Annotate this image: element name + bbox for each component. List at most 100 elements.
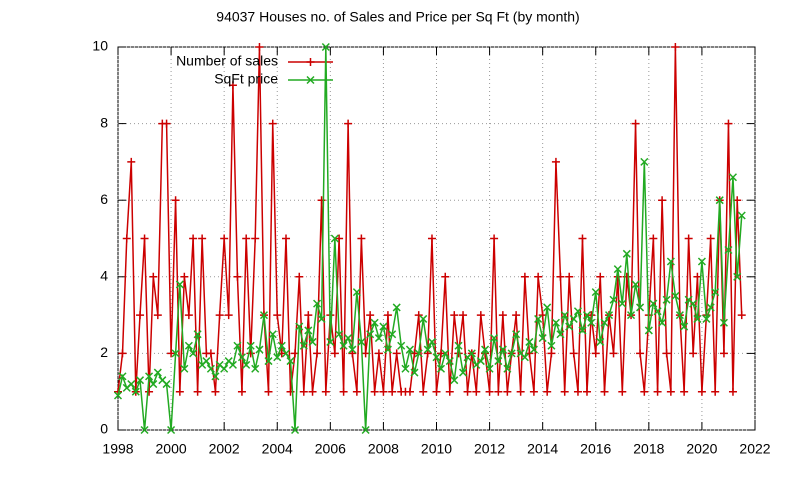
point [206, 364, 215, 373]
x-tick-label: 2006 [315, 441, 346, 457]
point [529, 345, 538, 354]
point [397, 341, 406, 350]
point [255, 345, 264, 354]
point [291, 425, 300, 435]
point [344, 119, 353, 128]
point [662, 349, 671, 358]
point [215, 311, 224, 320]
point [295, 322, 304, 331]
point [658, 196, 667, 205]
point [467, 349, 476, 358]
point [264, 357, 273, 366]
point [715, 196, 724, 205]
point [684, 234, 693, 243]
point [556, 330, 565, 339]
point [388, 330, 397, 339]
point [259, 311, 269, 320]
point [175, 387, 184, 396]
point [737, 211, 746, 220]
point [636, 303, 645, 312]
point [653, 387, 662, 396]
point [565, 272, 574, 281]
point [631, 280, 640, 289]
point [578, 326, 587, 335]
point [463, 387, 472, 396]
point [401, 364, 410, 373]
point [282, 234, 291, 243]
point [246, 349, 255, 358]
point [383, 311, 392, 320]
point [321, 387, 330, 396]
point [498, 311, 507, 320]
point [543, 387, 552, 396]
point [609, 295, 618, 304]
point [737, 311, 746, 320]
point [578, 234, 587, 243]
point [560, 311, 569, 320]
point [441, 349, 450, 358]
point [228, 360, 237, 369]
point [689, 299, 698, 308]
point [286, 357, 295, 366]
x-tick-label: 2000 [156, 441, 187, 457]
point [427, 234, 436, 243]
point [224, 311, 233, 320]
point [600, 318, 609, 327]
point [135, 376, 145, 385]
point [317, 314, 326, 323]
point [149, 380, 158, 389]
point [308, 387, 317, 396]
point [304, 311, 313, 320]
point [490, 234, 499, 243]
point [321, 42, 330, 52]
point [202, 357, 211, 366]
point [299, 387, 308, 396]
point [233, 272, 242, 281]
point [476, 357, 485, 366]
point [573, 387, 582, 396]
point [724, 119, 733, 128]
point [140, 425, 149, 435]
point [379, 387, 388, 396]
point [113, 391, 123, 400]
x-tick-label: 2012 [474, 441, 505, 457]
point [436, 364, 446, 373]
point [512, 330, 521, 339]
point [281, 349, 291, 358]
point [206, 349, 215, 358]
point [596, 337, 605, 346]
point [534, 272, 543, 281]
point [352, 288, 361, 297]
point [666, 387, 675, 396]
point [459, 368, 468, 377]
point [242, 234, 251, 243]
point [246, 341, 255, 350]
point [560, 387, 569, 396]
point [153, 368, 162, 377]
point [237, 353, 246, 362]
point [490, 334, 499, 343]
point [640, 157, 649, 166]
point [441, 272, 450, 281]
point [618, 387, 627, 396]
point [118, 349, 127, 358]
point [348, 349, 357, 358]
series-line [117, 46, 743, 393]
point [339, 387, 348, 396]
point [613, 265, 622, 274]
point [313, 349, 322, 358]
point [719, 318, 728, 327]
point [525, 337, 534, 346]
point [622, 249, 631, 258]
point [233, 341, 242, 350]
point [538, 334, 547, 343]
point [171, 196, 180, 205]
point [529, 387, 538, 396]
point [671, 43, 680, 51]
point [427, 337, 437, 346]
point [162, 380, 171, 389]
y-tick-label: 0 [100, 421, 108, 437]
point [392, 349, 401, 358]
point [733, 272, 742, 281]
point [680, 322, 689, 331]
